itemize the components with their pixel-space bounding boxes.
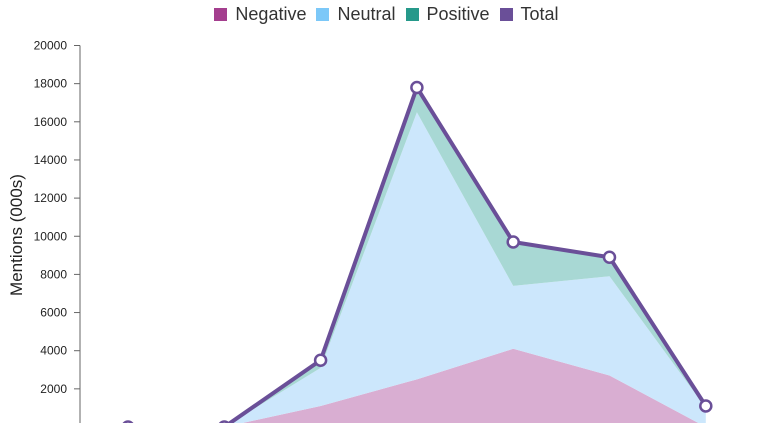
legend-label: Neutral [337, 3, 396, 24]
point-total-3 [410, 80, 424, 95]
point-total-2 [313, 353, 328, 367]
stacked-areas [230, 87, 706, 423]
point-total-4 [506, 235, 520, 249]
chart-legend: Negative Neutral Positive Total [0, 3, 773, 25]
legend-label: Negative [235, 3, 307, 24]
y-tick-label-16000: 16000 [34, 115, 68, 129]
y-axis: 2000 4000 6000 8000 10000 12000 14000 16000 1800… [34, 39, 81, 423]
legend-label: Positive [426, 3, 490, 24]
legend-swatch [499, 7, 513, 21]
legend-swatch [214, 7, 228, 21]
y-axis-title: Mentions (000s) [7, 174, 26, 296]
legend-item-neutral[interactable]: Neutral [316, 3, 396, 25]
total-markers [122, 80, 713, 423]
legend-item-positive[interactable]: Positive [405, 3, 490, 25]
y-tick-label-20000: 20000 [34, 39, 68, 53]
y-tick-label-18000: 18000 [34, 77, 68, 91]
area-neutral [230, 112, 706, 423]
y-tick-label-6000: 6000 [40, 306, 67, 320]
legend-label: Total [520, 3, 559, 24]
legend-item-negative[interactable]: Negative [214, 4, 306, 25]
point-total-6 [699, 399, 713, 413]
y-tick-label-14000: 14000 [34, 153, 68, 167]
legend-swatch [405, 7, 419, 21]
y-tick-label-10000: 10000 [34, 229, 68, 243]
legend-swatch [316, 7, 330, 21]
point-total-5 [602, 250, 617, 264]
legend-item-total[interactable]: Total [499, 3, 559, 25]
y-tick-label-4000: 4000 [40, 344, 67, 358]
area-negative [242, 348, 699, 423]
y-tick-label-12000: 12000 [34, 191, 68, 205]
y-tick-label-2000: 2000 [40, 382, 67, 396]
y-tick-label-8000: 8000 [40, 267, 67, 281]
